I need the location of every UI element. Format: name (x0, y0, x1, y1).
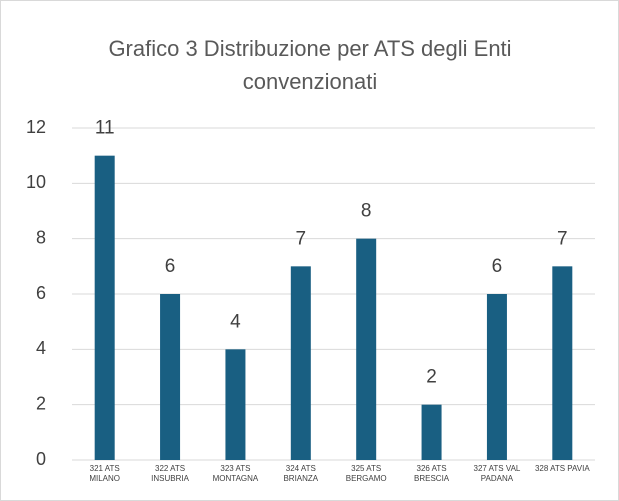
data-label: 8 (361, 201, 372, 222)
x-tick-label: 326 ATS BRESCIA (414, 464, 450, 483)
bar (486, 294, 507, 460)
bar (160, 294, 181, 460)
x-tick-label: 327 ATS VAL PADANA (473, 464, 521, 483)
bar (552, 266, 573, 460)
x-tick-label: 323 ATS MONTAGNA (212, 464, 259, 483)
y-tick-label: 4 (36, 338, 46, 358)
bar (421, 404, 442, 460)
x-tick-label: 328 ATS PAVIA (534, 464, 590, 473)
x-tick-label: 321 ATS MILANO (89, 464, 121, 483)
y-tick-label: 10 (26, 172, 46, 192)
y-tick-label: 8 (36, 227, 46, 247)
x-tick-label: 324 ATS BRIANZA (283, 464, 319, 483)
bar (94, 155, 115, 460)
x-tick-label: 325 ATS BERGAMO (345, 464, 387, 483)
y-tick-label: 6 (36, 283, 46, 303)
bar (356, 238, 377, 460)
y-tick-label: 0 (36, 449, 46, 469)
y-tick-label: 12 (26, 117, 46, 137)
data-label: 2 (426, 367, 437, 388)
data-label: 4 (230, 311, 241, 332)
chart-title: Grafico 3 Distribuzione per ATS degli En… (108, 36, 512, 94)
data-label: 7 (296, 228, 307, 249)
x-tick-label: 322 ATS INSUBRIA (151, 464, 189, 483)
data-label: 6 (492, 256, 503, 277)
data-label: 11 (95, 118, 115, 139)
y-tick-label: 2 (36, 393, 46, 413)
data-label: 6 (165, 256, 176, 277)
bar (225, 349, 246, 460)
bar (290, 266, 311, 460)
data-label: 7 (557, 228, 568, 249)
